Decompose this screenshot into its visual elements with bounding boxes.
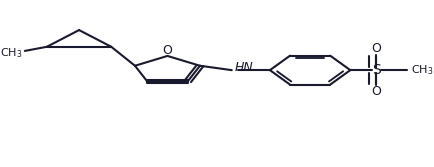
- Text: S: S: [371, 63, 380, 77]
- Text: O: O: [162, 44, 172, 57]
- Text: $\mathregular{CH_3}$: $\mathregular{CH_3}$: [0, 46, 23, 59]
- Text: HN: HN: [234, 61, 253, 74]
- Text: $\mathregular{CH_3}$: $\mathregular{CH_3}$: [410, 63, 432, 77]
- Text: O: O: [371, 85, 381, 98]
- Text: O: O: [371, 42, 381, 55]
